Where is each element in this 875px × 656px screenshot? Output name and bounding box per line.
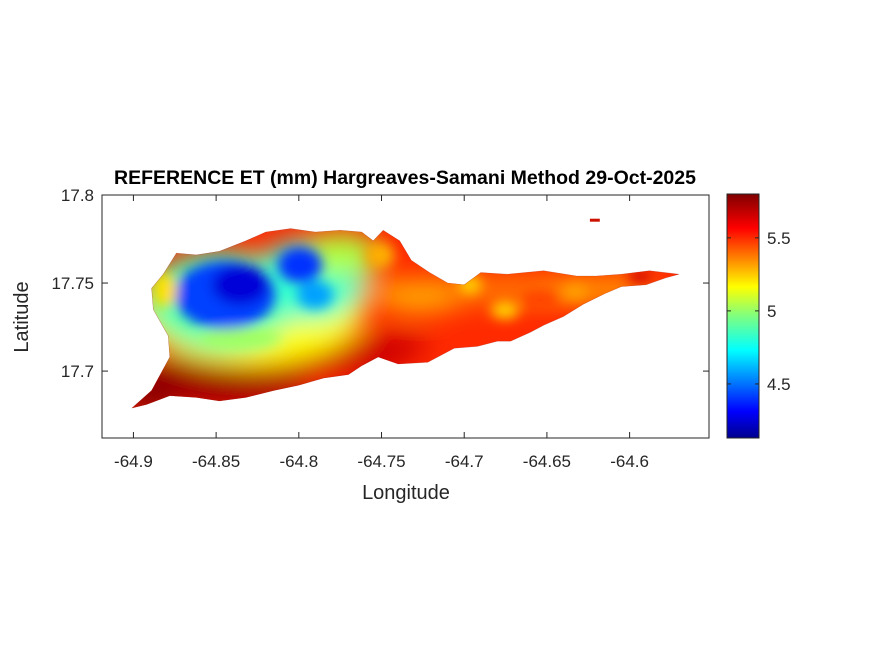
x-tick-label: -64.8 <box>279 452 318 471</box>
colorbar <box>726 193 760 439</box>
colorbar-tick-label: 5 <box>767 302 776 321</box>
chart-title: REFERENCE ET (mm) Hargreaves-Samani Meth… <box>114 167 696 189</box>
x-tick-label: -64.9 <box>114 452 153 471</box>
x-tick-label: -64.7 <box>445 452 484 471</box>
colorbar-ticks: 4.5 5 5.5 <box>727 229 791 394</box>
x-tick-label: -64.85 <box>192 452 240 471</box>
colorbar-tick-label: 5.5 <box>767 229 791 248</box>
small-islet <box>589 218 600 222</box>
y-tick-label: 17.75 <box>51 274 94 293</box>
y-axis-label: Latitude <box>11 281 33 352</box>
x-axis-label: Longitude <box>362 482 450 504</box>
y-axis: 17.7 17.75 17.8 <box>51 186 709 381</box>
x-tick-label: -64.65 <box>523 452 571 471</box>
x-tick-label: -64.75 <box>357 452 405 471</box>
x-tick-label: -64.6 <box>610 452 649 471</box>
x-axis: -64.9 -64.85 -64.8 -64.75 -64.7 -64.65 -64.6 <box>114 195 649 471</box>
y-tick-label: 17.7 <box>61 362 94 381</box>
colorbar-tick-label: 4.5 <box>767 375 791 394</box>
y-tick-label: 17.8 <box>61 186 94 205</box>
island-outline <box>131 228 680 409</box>
